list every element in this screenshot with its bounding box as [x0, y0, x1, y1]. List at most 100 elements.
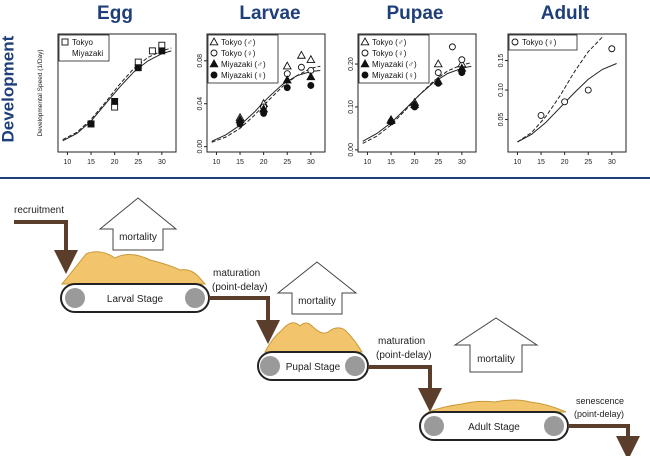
larvae-x-tick-label: 10 — [213, 159, 221, 166]
pupae-chart-panel: 10 15 20 25 30 0.00 0.10 0.20 Tokyo (♂) Tokyo (♀)… — [348, 33, 477, 166]
larval-stage-label: Larval Stage — [107, 294, 164, 305]
pupal-mortality-house — [276, 261, 358, 315]
adult-plot-frame — [507, 33, 627, 153]
pupal-stage-label: Pupal Stage — [286, 362, 341, 373]
pupae-legend — [358, 34, 430, 84]
larvae-data-point — [306, 54, 316, 63]
pupal-right-roller — [345, 356, 365, 376]
egg-legend-entry: Tokyo — [72, 38, 93, 47]
maturation-1-delay-label: (point-delay) — [212, 282, 268, 293]
larvae-legend-entry: Miyazaki (♂) — [221, 60, 266, 69]
pupae-legend-marker — [360, 59, 370, 68]
larvae-data-point — [282, 75, 292, 84]
pupae-legend-marker — [361, 49, 369, 57]
section-divider — [0, 177, 650, 179]
pupae-y-tick-label: 0.00 — [348, 143, 355, 157]
larval-mortality-label: mortality — [119, 232, 157, 243]
maturation-2-arrow — [368, 365, 442, 412]
egg-chart: 10 15 20 25 30 Developmental Speed (1/Day) Tok… — [37, 33, 627, 166]
egg-legend-marker — [61, 38, 69, 46]
larvae-x-tick-label: 30 — [307, 159, 315, 166]
pupae-data-point — [434, 69, 442, 77]
larvae-legend-marker — [209, 59, 219, 68]
larvae-legend-entry: Tokyo (♀) — [221, 49, 256, 58]
egg-data-point — [134, 64, 142, 72]
pupae-legend-entry: Tokyo (♂) — [372, 38, 407, 47]
adult-chart-panel: 10 15 20 25 30 0.05 0.10 0.15 Tokyo (♀) — [498, 33, 627, 166]
pupae-title: Pupae — [386, 3, 444, 24]
maturation-2-delay-label: (point-delay) — [376, 350, 432, 361]
pupae-data-point — [433, 59, 443, 68]
larvae-legend — [207, 34, 279, 84]
pupae-legend-entry: Miyazaki (♂) — [372, 60, 417, 69]
pupal-mortality-label: mortality — [298, 296, 336, 307]
adult-y-tick-label: 0.05 — [498, 113, 505, 127]
egg-solid-curve — [62, 50, 172, 142]
larvae-dashed-curve — [211, 65, 321, 143]
adult-data-point — [537, 111, 545, 119]
adult-right-roller — [544, 416, 564, 436]
larvae-legend-entry: Miyazaki (♀) — [221, 71, 266, 80]
senescence-label: senescence — [576, 396, 624, 406]
adult-x-tick-label: 20 — [561, 159, 569, 166]
adult-stage-label: Adult Stage — [468, 422, 520, 433]
senescence-delay-label: (point-delay) — [574, 409, 624, 419]
pupae-data-point — [411, 103, 419, 111]
larvae-legend-marker — [209, 37, 219, 46]
pupae-data-point — [387, 118, 395, 126]
adult-x-tick-label: 15 — [537, 159, 545, 166]
senescence-arrow — [568, 424, 640, 456]
larvae-legend-marker — [210, 71, 218, 79]
egg-x-tick-label: 15 — [87, 159, 95, 166]
pupae-data-point — [434, 79, 442, 87]
recruitment-label: recruitment — [14, 205, 64, 216]
stage-flow-diagram: recruitment mortality Larval Stage matur… — [14, 197, 640, 456]
adult-mortality-label: mortality — [477, 354, 515, 365]
egg-dashed-curve — [62, 47, 172, 141]
adult-mortality-house — [453, 317, 539, 373]
pupae-x-tick-label: 20 — [411, 159, 419, 166]
larvae-data-point — [296, 50, 306, 59]
maturation-1-label: maturation — [213, 268, 260, 279]
larvae-data-point — [282, 61, 292, 70]
larvae-y-tick-label: 0.04 — [197, 97, 204, 111]
adult-left-roller — [424, 416, 444, 436]
adult-x-tick-label: 30 — [608, 159, 616, 166]
larvae-data-point — [307, 82, 315, 89]
pupae-legend-entry: Miyazaki (♀) — [372, 71, 417, 80]
egg-chart-panel: 10 15 20 25 30 Developmental Speed (1/Day) Tok… — [37, 33, 177, 166]
pupae-x-tick-label: 30 — [458, 159, 466, 166]
pupae-y-tick-label: 0.10 — [348, 100, 355, 114]
larval-pile — [60, 251, 207, 285]
pupal-pile — [264, 322, 363, 353]
egg-x-tick-label: 10 — [64, 159, 72, 166]
larvae-y-tick-label: 0.00 — [197, 140, 204, 154]
larvae-data-point — [283, 84, 291, 92]
egg-data-point — [134, 58, 142, 66]
pupae-data-point — [448, 43, 456, 51]
larvae-data-point — [236, 120, 244, 128]
egg-x-tick-label: 25 — [134, 159, 142, 166]
adult-x-tick-label: 25 — [584, 159, 592, 166]
adult-pile — [427, 399, 567, 413]
larvae-title: Larvae — [239, 3, 301, 24]
adult-legend-entry: Tokyo (♀) — [522, 38, 557, 47]
egg-x-tick-label: 20 — [111, 159, 119, 166]
larvae-solid-curve — [211, 70, 321, 142]
maturation-2-label: maturation — [378, 336, 425, 347]
egg-y-axis-label: Developmental Speed (1/Day) — [37, 49, 44, 136]
adult-data-point — [561, 98, 569, 106]
egg-data-point — [111, 97, 119, 105]
egg-data-point — [148, 47, 156, 55]
larval-right-roller — [185, 288, 205, 308]
pupal-left-roller — [260, 356, 280, 376]
egg-data-point — [87, 120, 95, 128]
recruitment-arrow — [14, 220, 78, 274]
egg-data-point — [111, 103, 119, 111]
larvae-data-point — [297, 63, 305, 71]
egg-data-point — [158, 47, 166, 55]
adult-x-tick-label: 10 — [514, 159, 522, 166]
pupae-x-tick-label: 15 — [387, 159, 395, 166]
pupae-legend-marker — [361, 71, 369, 79]
adult-title: Adult — [540, 3, 590, 24]
